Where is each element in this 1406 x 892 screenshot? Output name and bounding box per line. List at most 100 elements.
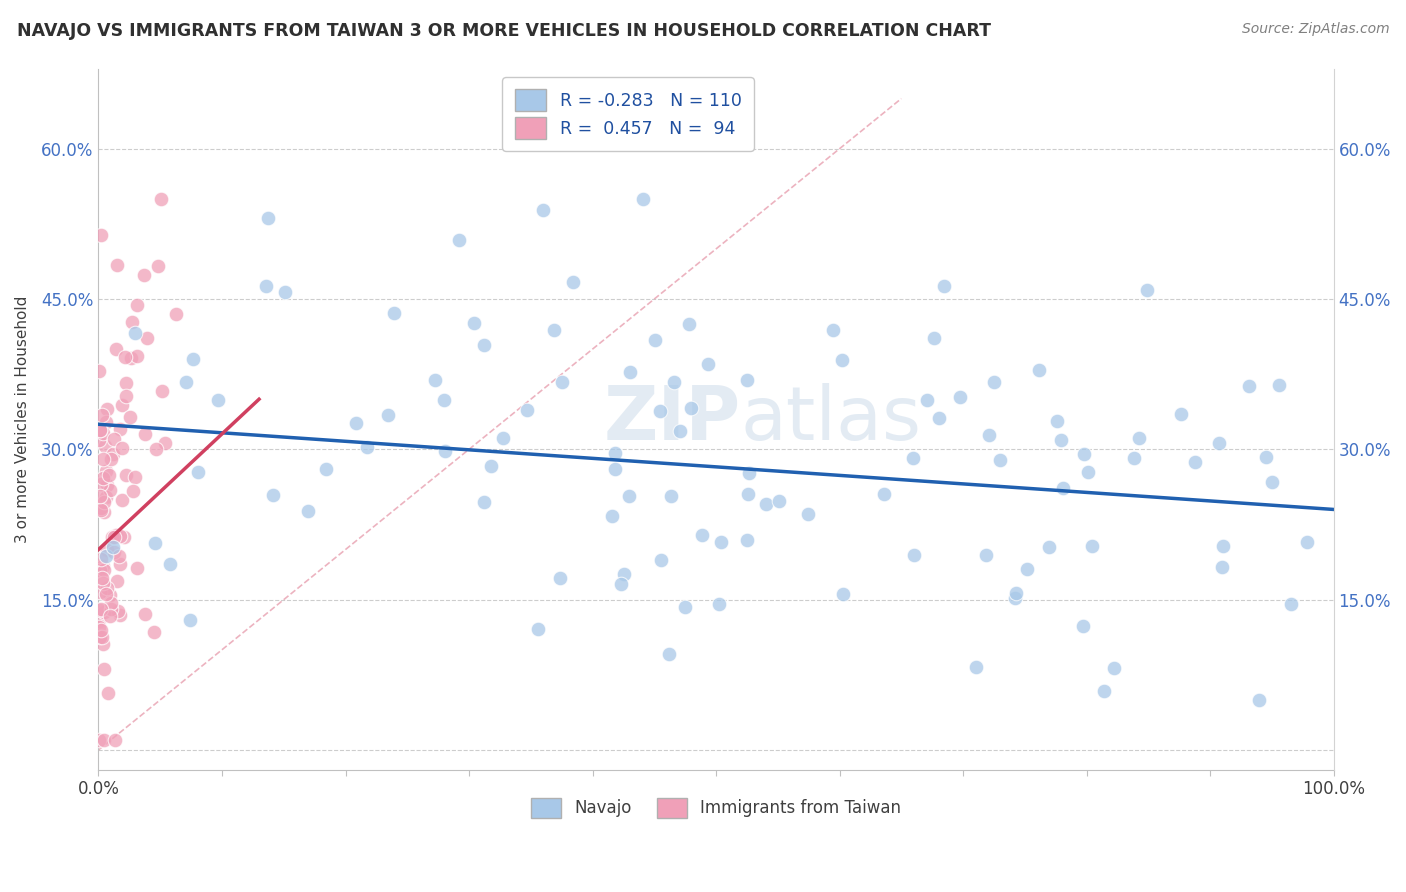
Point [1295, 534, 1317, 549]
Y-axis label: 3 or more Vehicles in Household: 3 or more Vehicles in Household [15, 295, 30, 543]
Point [142, 625, 165, 640]
Point [90, 228, 112, 243]
Point [262, 488, 284, 502]
Point [873, 487, 896, 501]
Point [1184, 455, 1206, 469]
Point [831, 352, 853, 367]
Point [115, 376, 138, 391]
Point [644, 333, 666, 347]
Text: atlas: atlas [741, 383, 922, 456]
Point [1279, 597, 1302, 611]
Point [1128, 431, 1150, 445]
Point [768, 494, 790, 508]
Point [96, 542, 118, 557]
Point [124, 326, 146, 340]
Point [207, 392, 229, 407]
Point [125, 560, 148, 574]
Point [1028, 363, 1050, 377]
Point [1050, 434, 1073, 448]
Point [108, 529, 131, 543]
Point [96, 477, 118, 491]
Point [104, 528, 127, 542]
Point [93, 558, 115, 573]
Point [988, 453, 1011, 467]
Point [257, 211, 280, 226]
Point [966, 659, 988, 673]
Point [492, 432, 515, 446]
Point [433, 393, 456, 408]
Point [124, 469, 146, 483]
Point [89, 584, 111, 599]
Point [89, 630, 111, 644]
Point [145, 442, 167, 456]
Point [134, 607, 156, 621]
Point [181, 351, 204, 366]
Point [98, 609, 121, 624]
Point [89, 563, 111, 577]
Point [709, 535, 731, 549]
Point [1170, 408, 1192, 422]
Point [89, 489, 111, 503]
Point [159, 558, 181, 572]
Point [110, 441, 132, 455]
Point [104, 733, 127, 747]
Point [1092, 684, 1115, 698]
Point [135, 331, 157, 345]
Point [108, 557, 131, 571]
Point [89, 423, 111, 437]
Point [1038, 540, 1060, 554]
Point [1004, 591, 1026, 605]
Point [1212, 540, 1234, 554]
Point [662, 375, 685, 389]
Point [738, 466, 761, 480]
Point [479, 459, 502, 474]
Point [91, 425, 114, 440]
Point [1256, 450, 1278, 464]
Point [98, 467, 121, 482]
Point [831, 587, 853, 601]
Point [107, 604, 129, 618]
Point [344, 416, 367, 430]
Point [105, 258, 128, 272]
Point [91, 452, 114, 467]
Point [103, 540, 125, 554]
Point [90, 500, 112, 515]
Point [93, 494, 115, 508]
Point [100, 530, 122, 544]
Point [681, 401, 703, 415]
Point [377, 409, 399, 423]
Point [114, 351, 136, 365]
Point [87, 620, 110, 634]
Point [97, 686, 120, 700]
Point [94, 439, 117, 453]
Point [100, 597, 122, 611]
Point [98, 588, 121, 602]
Point [112, 530, 135, 544]
Point [187, 465, 209, 479]
Point [737, 487, 759, 501]
Text: Source: ZipAtlas.com: Source: ZipAtlas.com [1241, 22, 1389, 37]
Point [90, 551, 112, 566]
Point [1052, 481, 1074, 495]
Point [115, 467, 138, 482]
Point [433, 443, 456, 458]
Point [949, 390, 972, 404]
Point [93, 637, 115, 651]
Point [146, 259, 169, 273]
Point [315, 462, 337, 476]
Point [610, 577, 633, 591]
Point [100, 602, 122, 616]
Point [108, 549, 131, 563]
Point [548, 571, 571, 585]
Point [96, 587, 118, 601]
Point [91, 630, 114, 644]
Point [93, 662, 115, 676]
Point [1073, 447, 1095, 461]
Point [96, 415, 118, 429]
Point [1046, 414, 1069, 428]
Legend: Navajo, Immigrants from Taiwan: Navajo, Immigrants from Taiwan [524, 791, 908, 825]
Point [1247, 693, 1270, 707]
Point [254, 279, 277, 293]
Point [356, 440, 378, 454]
Point [111, 398, 134, 412]
